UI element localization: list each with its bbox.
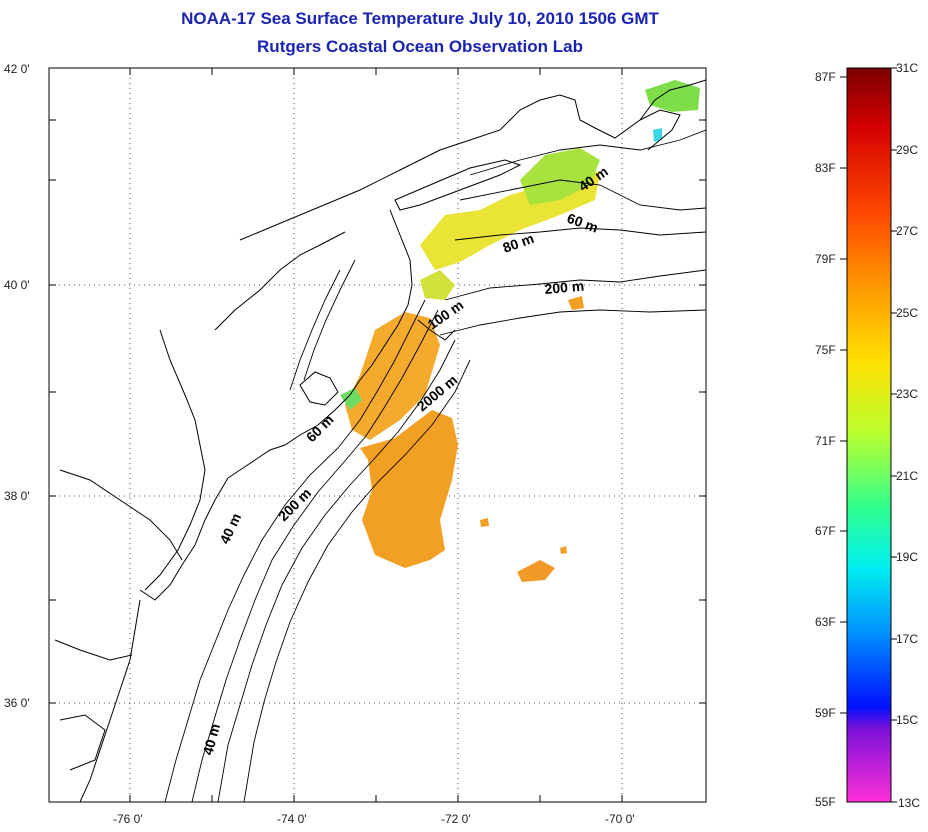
sst-patch-gulf-stream [360, 410, 458, 568]
sst-patch-small-3 [480, 518, 489, 527]
coastline-delmarva [227, 394, 351, 479]
sst-patch-gulf-maine [645, 80, 700, 112]
isobath-80m [454, 227, 706, 241]
cb-label-79f: 79F [815, 252, 836, 266]
lat-label-40: 40 0' [4, 278, 30, 292]
lat-label-36: 36 0' [4, 696, 30, 710]
cb-label-27c: 27C [896, 224, 919, 238]
sst-patch-southern-ne [520, 148, 600, 205]
cb-label-23c: 23C [896, 387, 919, 401]
map-subtitle: Rutgers Coastal Ocean Observation Lab [257, 37, 583, 56]
isobath-40m-north [469, 129, 706, 176]
coastline-va-nc [79, 599, 141, 802]
coastline-chesapeake-east [139, 477, 229, 601]
cb-label-29c: 29C [896, 143, 919, 157]
isobath-60m-north [459, 179, 706, 211]
sst-patch-small-4 [560, 546, 567, 554]
isobath-label-40m-south: 40 m [199, 722, 223, 757]
coastline-inner-bay [214, 231, 346, 331]
isobath-label-200m-north: 200 m [544, 278, 585, 297]
lon-label-76: -76 0' [113, 812, 143, 826]
isobath-inner-1 [289, 269, 341, 391]
cb-label-63f: 63F [815, 615, 836, 629]
map-title: NOAA-17 Sea Surface Temperature July 10,… [181, 9, 659, 28]
coastlines [54, 79, 706, 802]
cb-label-19c: 19C [896, 550, 919, 564]
isobath-shelf-2 [191, 309, 439, 802]
lon-label-70: -70 0' [605, 812, 635, 826]
sst-patch-nj-coast [420, 270, 455, 300]
sst-patches [340, 80, 700, 582]
isobaths [164, 129, 706, 802]
isobath-shelf-3 [217, 339, 456, 802]
cb-label-15c: 15C [896, 713, 919, 727]
colorbar-ticks [840, 67, 897, 803]
cb-label-25c: 25C [896, 306, 919, 320]
cb-label-83f: 83F [815, 161, 836, 175]
lon-label-72: -72 0' [441, 812, 471, 826]
coastline-delaware-bay [299, 371, 339, 406]
lon-label-74: -74 0' [277, 812, 307, 826]
isobath-200m-north [444, 269, 706, 301]
sst-patch-shelf-edge [345, 312, 440, 440]
lat-label-38: 38 0' [4, 489, 30, 503]
isobath-2000m-north [439, 309, 706, 336]
isobath-100m [417, 319, 456, 341]
cb-label-71f: 71F [815, 434, 836, 448]
cb-label-55f: 55F [815, 795, 836, 809]
cb-label-17c: 17C [896, 632, 919, 646]
coastline-james [54, 639, 133, 661]
cb-label-13c: 13C [898, 796, 921, 810]
sst-patch-eddy [517, 560, 555, 582]
coastline-long-island [394, 159, 522, 211]
axis-ticks [49, 68, 706, 802]
coastline-cape-cod [639, 109, 681, 151]
lat-label-42: 42 0' [4, 62, 30, 76]
cb-label-59f: 59F [815, 706, 836, 720]
cb-label-67f: 67F [815, 524, 836, 538]
coastline-chesapeake-west [144, 329, 206, 591]
isobath-shelf-1 [164, 299, 426, 802]
cb-label-75f: 75F [815, 343, 836, 357]
sst-patch-cool-spot [340, 388, 362, 410]
sst-patch-small-1 [568, 296, 584, 310]
isobath-shelf-4 [243, 359, 471, 802]
isobath-inner-2 [303, 259, 356, 381]
coastline-nc-sounds [59, 714, 106, 771]
cb-label-21c: 21C [896, 469, 919, 483]
colorbar [846, 67, 892, 803]
cb-label-31c: 31C [896, 61, 919, 75]
cb-label-87f: 87F [815, 70, 836, 84]
coastline-potomac [59, 469, 183, 561]
coastline-nj [349, 209, 413, 396]
coastline-northeast [239, 79, 706, 241]
sst-patch-small-2 [653, 128, 662, 142]
